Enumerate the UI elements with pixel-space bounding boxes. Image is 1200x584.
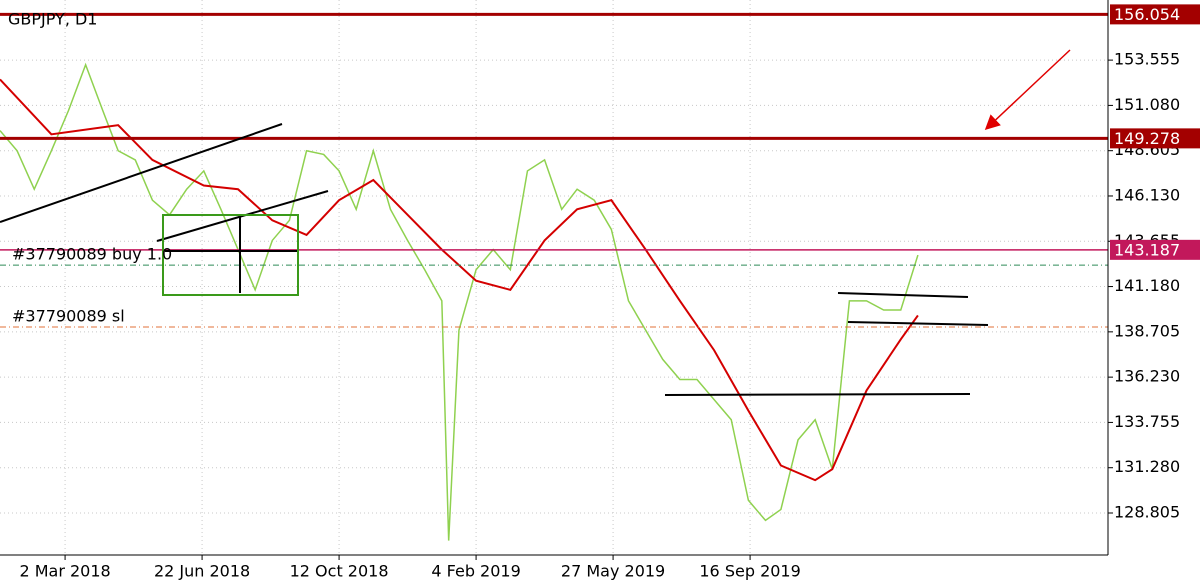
y-tick-label: 131.280 — [1114, 457, 1180, 476]
price-level-box — [1110, 239, 1200, 260]
price-level-label: 149.278 — [1114, 129, 1180, 148]
order-label: #37790089 buy 1.0 — [12, 245, 172, 264]
price-level-box — [1110, 128, 1200, 149]
price-level-label: 143.187 — [1114, 240, 1180, 259]
trend-line — [0, 123, 283, 223]
trend-line — [847, 321, 989, 326]
overlay: 156.054 149.278 143.187 #37790089 buy 1.0 #3… — [12, 4, 1200, 325]
trend-line — [664, 393, 971, 396]
y-tick-label: 136.230 — [1114, 367, 1180, 386]
price-level-box — [1110, 4, 1200, 25]
x-tick-label: 4 Feb 2019 — [431, 562, 520, 581]
price-level-label: 156.054 — [1114, 5, 1180, 24]
x-tick-label: 27 May 2019 — [561, 562, 665, 581]
grid: 128.805 131.280 133.755 136.230 138.705 141.1… — [0, 0, 1180, 581]
x-tick-label: 2 Mar 2018 — [19, 562, 110, 581]
chart-title: GBPJPY, D1 — [8, 10, 97, 29]
y-tick-label: 141.180 — [1114, 276, 1180, 295]
y-tick-label: 133.755 — [1114, 412, 1180, 431]
x-tick-label: 22 Jun 2018 — [154, 562, 250, 581]
y-tick-label: 151.080 — [1114, 95, 1180, 114]
x-tick-label: 12 Oct 2018 — [290, 562, 389, 581]
price-line — [0, 78, 919, 482]
range-box — [162, 214, 299, 296]
trend-line — [837, 292, 969, 298]
order-label: #37790089 sl — [12, 306, 125, 325]
plot-area — [0, 12, 1108, 541]
y-tick-label: 128.805 — [1114, 503, 1180, 522]
y-tick-label: 153.555 — [1114, 50, 1180, 69]
price-line — [0, 62, 919, 541]
y-tick-label: 146.130 — [1114, 185, 1180, 204]
x-tick-label: 16 Sep 2019 — [699, 562, 800, 581]
arrow — [984, 49, 1071, 131]
y-tick-label: 138.705 — [1114, 321, 1180, 340]
drawings — [0, 49, 1071, 396]
